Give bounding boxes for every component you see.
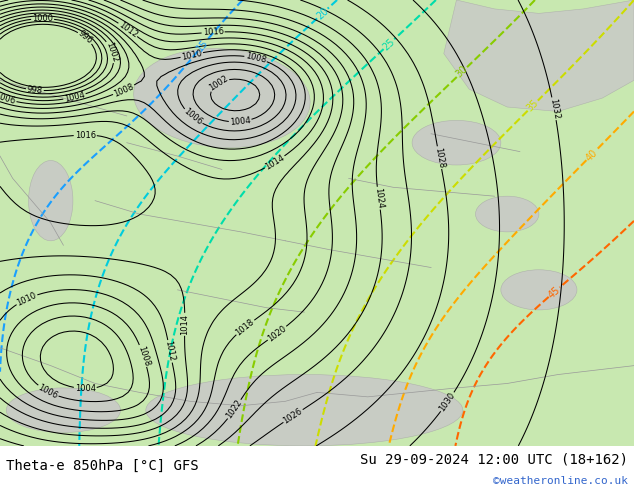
Text: 1010: 1010 [181,49,203,61]
Text: 996: 996 [76,29,94,46]
Ellipse shape [476,196,539,232]
Text: 998: 998 [27,85,43,96]
Text: 1016: 1016 [202,27,224,37]
Text: 45: 45 [546,284,562,300]
Text: 35: 35 [525,98,541,114]
Polygon shape [444,0,634,112]
Text: 1006: 1006 [182,107,204,127]
Ellipse shape [501,270,577,310]
Text: 1014: 1014 [264,153,286,172]
Text: 1022: 1022 [224,398,244,420]
Text: 30: 30 [454,64,470,80]
Ellipse shape [134,49,310,147]
Text: 1012: 1012 [117,20,139,40]
Text: 20: 20 [314,6,330,22]
Text: 1008: 1008 [112,82,135,98]
Text: 1002: 1002 [207,74,230,93]
Text: 1032: 1032 [548,98,560,120]
Text: 1028: 1028 [433,147,446,169]
Text: 1030: 1030 [438,391,457,413]
Text: 1004: 1004 [63,90,86,104]
Text: 1024: 1024 [373,187,385,209]
Text: 15: 15 [195,38,210,53]
Text: 1006: 1006 [37,383,60,400]
Text: ©weatheronline.co.uk: ©weatheronline.co.uk [493,476,628,486]
Text: 1020: 1020 [266,323,288,343]
Text: 1012: 1012 [164,340,176,363]
Ellipse shape [412,121,501,165]
Text: 1008: 1008 [136,344,151,368]
Text: 1004: 1004 [230,116,251,127]
Text: 1006: 1006 [0,91,16,106]
Ellipse shape [146,374,463,446]
Text: Su 29-09-2024 12:00 UTC (18+162): Su 29-09-2024 12:00 UTC (18+162) [359,452,628,466]
Text: 25: 25 [381,36,397,52]
Text: 1004: 1004 [75,384,96,393]
Text: 40: 40 [583,147,599,163]
Ellipse shape [29,161,73,241]
Text: 1008: 1008 [245,51,267,65]
Text: 1026: 1026 [281,406,304,425]
Text: 1014: 1014 [180,314,190,335]
Text: 1016: 1016 [75,130,96,140]
Ellipse shape [6,388,120,433]
Text: 1002: 1002 [104,41,120,63]
Text: 1000: 1000 [32,14,53,23]
Text: 1010: 1010 [15,291,38,308]
Text: 1018: 1018 [234,317,256,337]
Text: Theta-e 850hPa [°C] GFS: Theta-e 850hPa [°C] GFS [6,459,199,473]
